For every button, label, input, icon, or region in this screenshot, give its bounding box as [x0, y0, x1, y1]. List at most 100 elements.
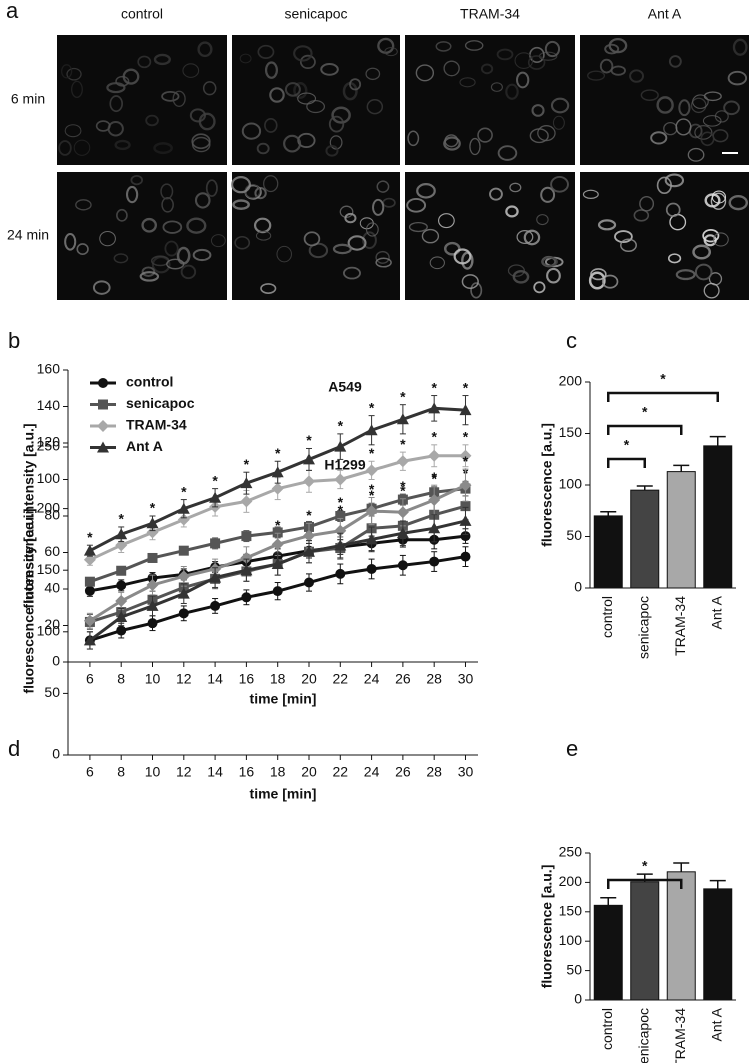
- marker: [240, 551, 253, 564]
- marker: [459, 514, 472, 526]
- x-tick-label: senicapoc: [635, 596, 651, 659]
- x-tick-label: 22: [333, 764, 349, 780]
- cell: [263, 175, 279, 193]
- marker: [146, 578, 159, 591]
- marker: [334, 473, 347, 486]
- marker: [396, 413, 409, 425]
- cell: [205, 179, 218, 197]
- cell: [332, 243, 352, 255]
- significance-star: *: [181, 483, 187, 499]
- cell: [325, 145, 339, 157]
- cell: [256, 142, 270, 155]
- cell: [712, 232, 729, 247]
- cell: [141, 266, 156, 277]
- significance-star: *: [463, 379, 469, 395]
- cell: [416, 183, 436, 199]
- cell: [64, 124, 82, 138]
- significance-star: *: [369, 481, 375, 497]
- cell: [161, 197, 174, 213]
- x-tick-label: 18: [270, 671, 286, 687]
- cell: [376, 180, 390, 193]
- cell: [509, 182, 522, 193]
- cell: [343, 266, 361, 280]
- cell: [597, 219, 617, 231]
- significance-star: *: [642, 404, 648, 420]
- cell: [276, 245, 293, 263]
- row-label: 6 min: [11, 91, 45, 107]
- marker: [241, 592, 252, 603]
- cell: [516, 230, 534, 245]
- cell: [421, 228, 440, 244]
- cell: [372, 198, 385, 216]
- marker: [428, 402, 441, 414]
- micrograph: [57, 35, 227, 165]
- marker: [84, 576, 95, 587]
- micrograph: [405, 172, 575, 300]
- marker: [83, 614, 96, 627]
- x-tick-label: 24: [364, 764, 380, 780]
- x-tick-label: 20: [301, 764, 317, 780]
- bar: [703, 445, 733, 589]
- cell: [546, 267, 561, 284]
- significance-star: *: [369, 445, 375, 461]
- cell: [234, 235, 251, 250]
- marker: [335, 511, 346, 521]
- cell: [443, 241, 461, 256]
- x-tick-label: 28: [426, 671, 442, 687]
- y-tick-label: 100: [559, 476, 583, 492]
- micrograph-bg: [405, 35, 575, 165]
- cell: [690, 97, 707, 114]
- cell: [710, 192, 727, 210]
- bar: [593, 904, 623, 1001]
- cell: [130, 174, 143, 186]
- x-tick-label: 30: [458, 764, 474, 780]
- cell: [347, 235, 367, 251]
- error-bar: [709, 435, 726, 446]
- y-tick-label: 50: [44, 684, 60, 700]
- cell: [75, 199, 92, 211]
- panel-label: c: [566, 328, 577, 353]
- legend-marker: [98, 378, 108, 388]
- marker: [429, 556, 440, 567]
- cell: [331, 106, 351, 124]
- cell: [95, 120, 111, 132]
- chart-title: H1299: [324, 457, 365, 473]
- significance-star: *: [400, 482, 406, 498]
- cell: [610, 65, 626, 76]
- marker: [83, 553, 96, 566]
- x-tick-label: 6: [86, 764, 94, 780]
- significance-star: *: [150, 500, 156, 516]
- cell: [604, 43, 620, 55]
- marker: [209, 491, 222, 503]
- marker: [271, 558, 284, 570]
- bar: [666, 471, 696, 589]
- cell: [299, 54, 316, 70]
- cell: [497, 145, 518, 161]
- cell: [365, 222, 379, 237]
- marker: [210, 600, 221, 611]
- marker: [147, 552, 158, 563]
- marker: [334, 524, 347, 537]
- significance-star: *: [624, 437, 630, 453]
- marker: [334, 440, 347, 452]
- cell: [349, 78, 362, 91]
- panel-label: b: [8, 328, 20, 353]
- y-tick-label: 0: [574, 579, 582, 595]
- cell: [99, 230, 116, 247]
- y-tick-label: 80: [44, 507, 60, 523]
- error-bar: [709, 879, 726, 889]
- marker: [209, 571, 222, 583]
- cell: [459, 77, 476, 88]
- significance-bracket: [607, 391, 719, 402]
- y-tick-label: 0: [52, 746, 60, 762]
- significance-star: *: [118, 511, 124, 527]
- x-tick-label: 12: [176, 764, 192, 780]
- cell: [489, 187, 503, 201]
- cell: [732, 38, 748, 56]
- cell: [253, 217, 272, 234]
- cell: [727, 70, 748, 86]
- x-tick-label: control: [599, 596, 615, 638]
- marker: [115, 611, 128, 623]
- significance-star: *: [244, 456, 250, 472]
